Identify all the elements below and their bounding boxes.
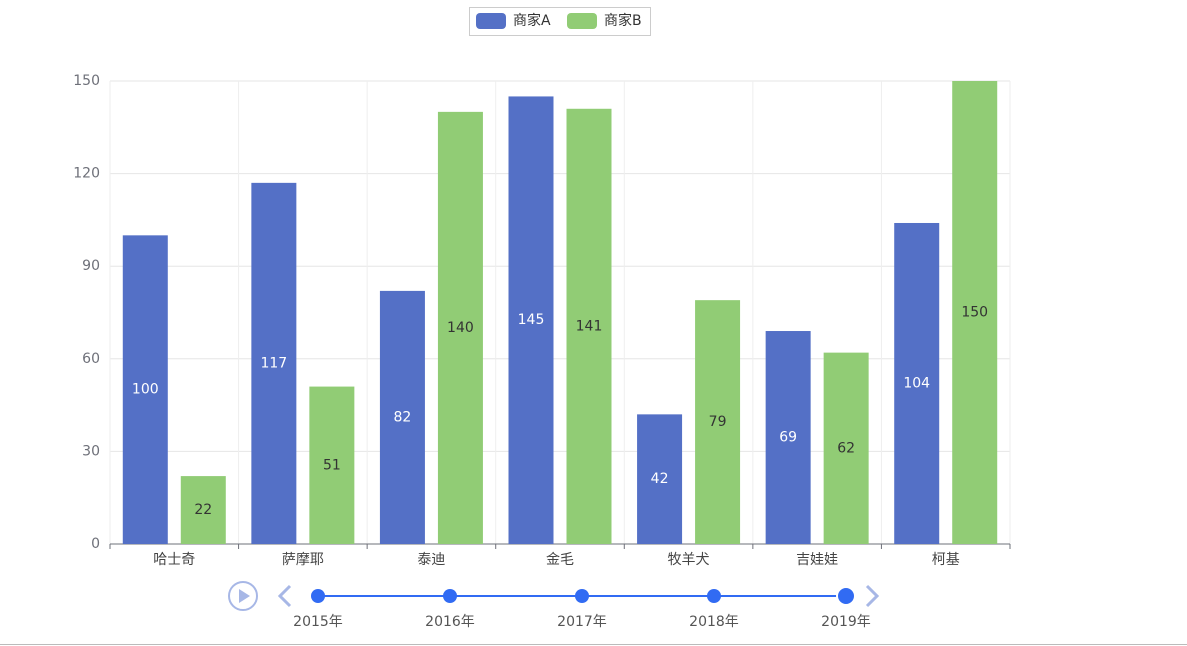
x-tick-label: 泰迪	[417, 552, 445, 568]
timeline-label[interactable]: 2017年	[557, 614, 607, 630]
bar	[508, 96, 554, 544]
bar-label: 22	[194, 502, 212, 518]
timeline-point[interactable]	[443, 589, 457, 603]
bar-label: 141	[576, 318, 603, 334]
legend-label[interactable]: 商家A	[513, 12, 551, 29]
bar	[823, 352, 869, 544]
timeline-point[interactable]	[575, 589, 589, 603]
x-tick-label: 萨摩耶	[282, 551, 324, 568]
bar-label: 69	[779, 430, 797, 446]
bar-label: 150	[961, 305, 988, 321]
bar	[122, 235, 168, 545]
bar	[952, 81, 998, 544]
bar-label: 42	[651, 471, 669, 487]
play-button[interactable]	[228, 581, 258, 611]
bar-label: 79	[709, 414, 727, 430]
bar	[894, 222, 940, 544]
timeline-point[interactable]	[707, 589, 721, 603]
bar	[309, 386, 355, 544]
bar	[566, 108, 612, 544]
timeline-label[interactable]: 2015年	[293, 614, 343, 630]
x-tick-label: 哈士奇	[153, 551, 195, 568]
play-icon	[239, 589, 250, 603]
bar	[379, 290, 425, 544]
timeline-label[interactable]: 2016年	[425, 614, 475, 630]
bar	[180, 476, 226, 544]
bar-label: 51	[323, 457, 341, 473]
timeline-label[interactable]: 2019年	[821, 614, 871, 630]
timeline-label[interactable]: 2018年	[689, 614, 739, 630]
bar	[695, 300, 741, 544]
timeline-point[interactable]	[311, 589, 325, 603]
bar-label: 145	[518, 312, 545, 328]
y-tick-label: 60	[82, 351, 100, 367]
y-tick-label: 150	[73, 73, 100, 89]
bar-label: 117	[260, 355, 287, 371]
y-tick-label: 120	[73, 166, 100, 182]
y-tick-label: 0	[91, 536, 100, 552]
next-button[interactable]	[865, 584, 880, 608]
legend-swatch[interactable]	[476, 13, 506, 29]
prev-button[interactable]	[277, 584, 292, 608]
timeline-point[interactable]	[836, 586, 856, 606]
bar-label: 82	[394, 409, 412, 425]
bar-label: 140	[447, 320, 474, 336]
y-tick-label: 90	[82, 258, 100, 274]
bar-label: 100	[132, 382, 159, 398]
x-tick-label: 牧羊犬	[668, 552, 710, 568]
bar	[251, 182, 297, 545]
x-tick-label: 金毛	[546, 552, 574, 568]
bar	[765, 331, 811, 544]
x-tick-label: 吉娃娃	[796, 552, 838, 568]
bar	[637, 414, 683, 544]
x-tick-label: 柯基	[932, 551, 960, 568]
legend-label[interactable]: 商家B	[604, 12, 642, 29]
legend-swatch[interactable]	[567, 13, 597, 29]
bar	[437, 111, 483, 544]
bar-label: 104	[903, 375, 930, 391]
bar-label: 62	[837, 440, 855, 456]
y-tick-label: 30	[82, 443, 100, 459]
